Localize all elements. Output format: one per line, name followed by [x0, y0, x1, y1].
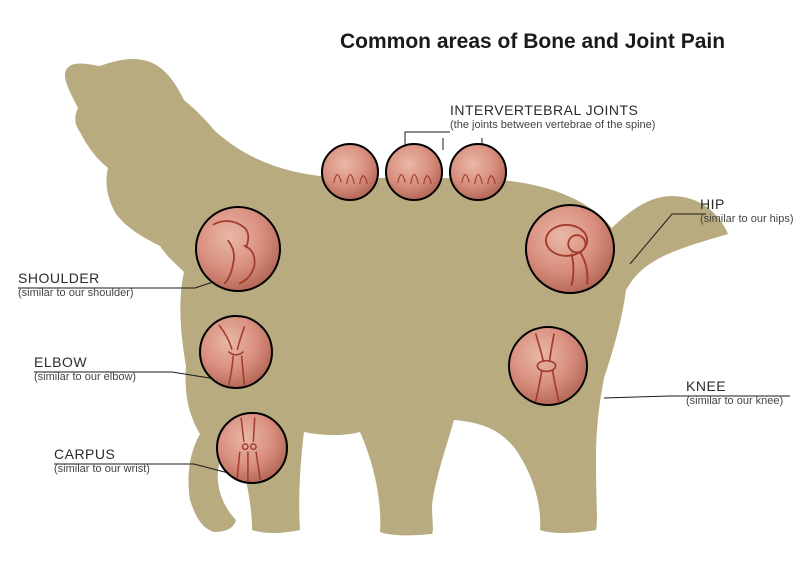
callout-elbow	[199, 315, 273, 389]
label-name: INTERVERTEBRAL JOINTS	[450, 102, 655, 119]
callout-vertebra-2	[385, 143, 443, 201]
label-hip: HIP (similar to our hips)	[700, 196, 794, 226]
label-name: SHOULDER	[18, 270, 134, 287]
label-name: CARPUS	[54, 446, 150, 463]
callout-carpus	[216, 412, 288, 484]
callout-vertebra-3	[449, 143, 507, 201]
callout-knee	[508, 326, 588, 406]
label-elbow: ELBOW (similar to our elbow)	[34, 354, 136, 384]
label-shoulder: SHOULDER (similar to our shoulder)	[18, 270, 134, 300]
callout-vertebra-1	[321, 143, 379, 201]
label-sub: (the joints between vertebrae of the spi…	[450, 119, 655, 132]
label-name: KNEE	[686, 378, 783, 395]
label-name: ELBOW	[34, 354, 136, 371]
label-sub: (similar to our elbow)	[34, 371, 136, 384]
callout-hip	[525, 204, 615, 294]
label-sub: (similar to our knee)	[686, 395, 783, 408]
label-name: HIP	[700, 196, 794, 213]
label-intervertebral: INTERVERTEBRAL JOINTS (the joints betwee…	[450, 102, 655, 132]
label-sub: (similar to our shoulder)	[18, 287, 134, 300]
label-sub: (similar to our hips)	[700, 213, 794, 226]
label-carpus: CARPUS (similar to our wrist)	[54, 446, 150, 476]
label-knee: KNEE (similar to our knee)	[686, 378, 783, 408]
callout-shoulder	[195, 206, 281, 292]
label-sub: (similar to our wrist)	[54, 463, 150, 476]
